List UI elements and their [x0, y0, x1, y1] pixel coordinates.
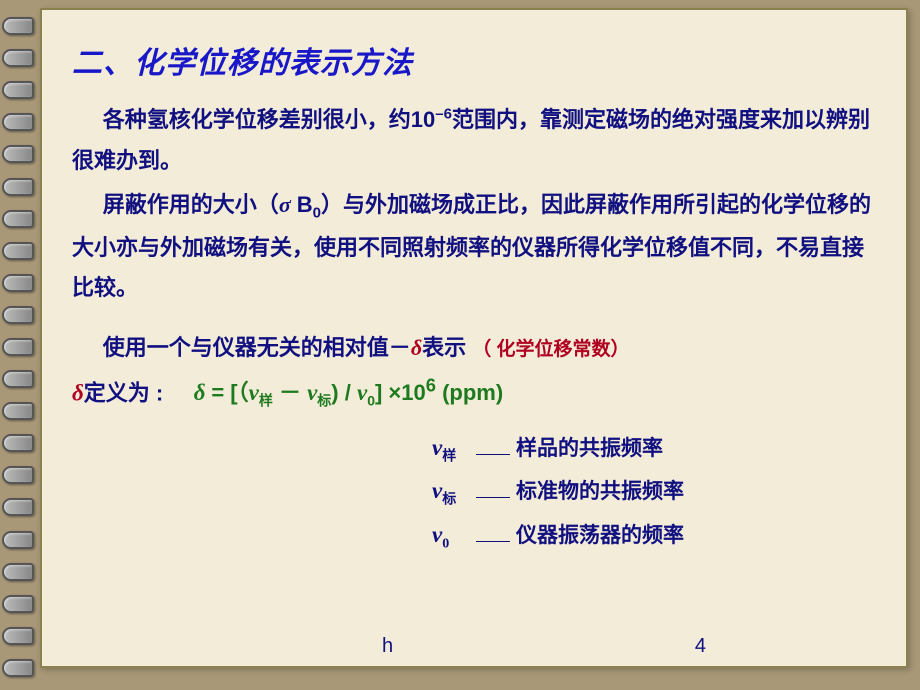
legend-row: ν0仪器振荡器的频率: [432, 514, 880, 557]
p2-B: B: [291, 192, 313, 217]
binding-ring: [0, 336, 34, 354]
delta-intro-a: 使用一个与仪器无关的相对值－: [103, 335, 411, 360]
spiral-binding: [0, 0, 40, 690]
p2-text-a: 屏蔽作用的大小（: [103, 192, 279, 217]
delta-intro-b: 表示: [422, 335, 472, 360]
p2-sub0: 0: [313, 205, 321, 222]
binding-ring: [0, 15, 34, 33]
binding-ring: [0, 143, 34, 161]
binding-ring: [0, 47, 34, 65]
slide-frame: 二、化学位移的表示方法 各种氢核化学位移差别很小，约10–6范围内，靠测定磁场的…: [40, 8, 908, 668]
binding-ring: [0, 208, 34, 226]
binding-ring: [0, 625, 34, 643]
binding-ring: [0, 432, 34, 450]
formula-unit: (ppm): [436, 380, 503, 405]
binding-ring: [0, 529, 34, 547]
binding-ring: [0, 111, 34, 129]
formula-body: = [（ν样 － ν标) / ν0] ×10: [211, 380, 425, 405]
legend-row: ν样样品的共振频率: [432, 427, 880, 470]
binding-ring: [0, 464, 34, 482]
delta-note: （ 化学位移常数）: [472, 339, 629, 360]
def-prefix: 定义为 :: [84, 380, 163, 405]
paragraph-1: 各种氢核化学位移差别很小，约10–6范围内，靠测定磁场的绝对强度来加以辨别很难办…: [72, 100, 880, 181]
footer-right: 4: [695, 635, 706, 658]
binding-ring: [0, 657, 34, 675]
paragraph-2: 屏蔽作用的大小（σ B0）与外加磁场成正比，因此屏蔽作用所引起的化学位移的大小亦…: [72, 185, 880, 309]
binding-ring: [0, 304, 34, 322]
footer-left: h: [382, 635, 393, 658]
binding-ring: [0, 593, 34, 611]
binding-ring: [0, 176, 34, 194]
p1-superscript: –6: [435, 106, 452, 123]
slide-title: 二、化学位移的表示方法: [72, 38, 880, 82]
binding-ring: [0, 272, 34, 290]
footer: h 4: [42, 635, 906, 658]
def-delta-sym: δ: [72, 380, 84, 405]
binding-ring: [0, 79, 34, 97]
delta-intro: 使用一个与仪器无关的相对值－δ表示 （ 化学位移常数）: [72, 327, 880, 369]
delta-definition: δ定义为 : δ = [（ν样 － ν标) / ν0] ×106 (ppm): [72, 369, 880, 415]
binding-ring: [0, 240, 34, 258]
legend-row: ν标标准物的共振频率: [432, 470, 880, 513]
binding-ring: [0, 561, 34, 579]
binding-ring: [0, 496, 34, 514]
sigma-symbol: σ: [279, 192, 291, 217]
binding-ring: [0, 400, 34, 418]
formula-exp: 6: [426, 375, 436, 396]
delta-symbol: δ: [411, 335, 422, 360]
binding-ring: [0, 368, 34, 386]
p1-text-a: 各种氢核化学位移差别很小，约10: [103, 107, 435, 132]
symbol-legend: ν样样品的共振频率ν标标准物的共振频率ν0仪器振荡器的频率: [432, 427, 880, 557]
formula-delta: δ: [194, 380, 212, 405]
